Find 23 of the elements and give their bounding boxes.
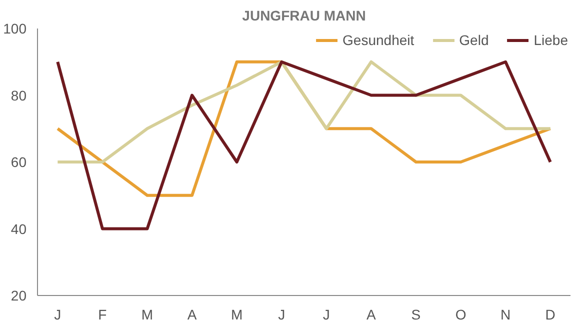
x-tick-label: J [322,306,330,322]
y-tick-label: 100 [3,20,27,36]
x-tick-label: O [455,306,466,322]
x-tick-label: F [98,306,107,322]
y-tick-label: 20 [10,288,27,304]
line-series [56,60,552,230]
x-tick-label: M [230,306,243,322]
y-tick-label: 60 [10,154,27,170]
legend-label: Geld [459,32,489,48]
x-tick-label: M [141,306,154,322]
chart-title: JUNGFRAU MANN [242,8,366,24]
y-tick-label: 80 [10,87,27,104]
line-series [56,60,552,164]
legend-label: Liebe [534,32,568,48]
x-tick-label: N [500,306,511,322]
x-tick-label: J [278,306,286,322]
x-tick-label: S [411,306,421,322]
x-tick-label: A [366,306,377,322]
y-tick-label: 40 [10,220,27,237]
x-tick-label: D [545,306,556,322]
x-tick-label: J [54,306,62,322]
legend-label: Gesundheit [342,32,414,48]
x-tick-label: A [187,306,198,322]
